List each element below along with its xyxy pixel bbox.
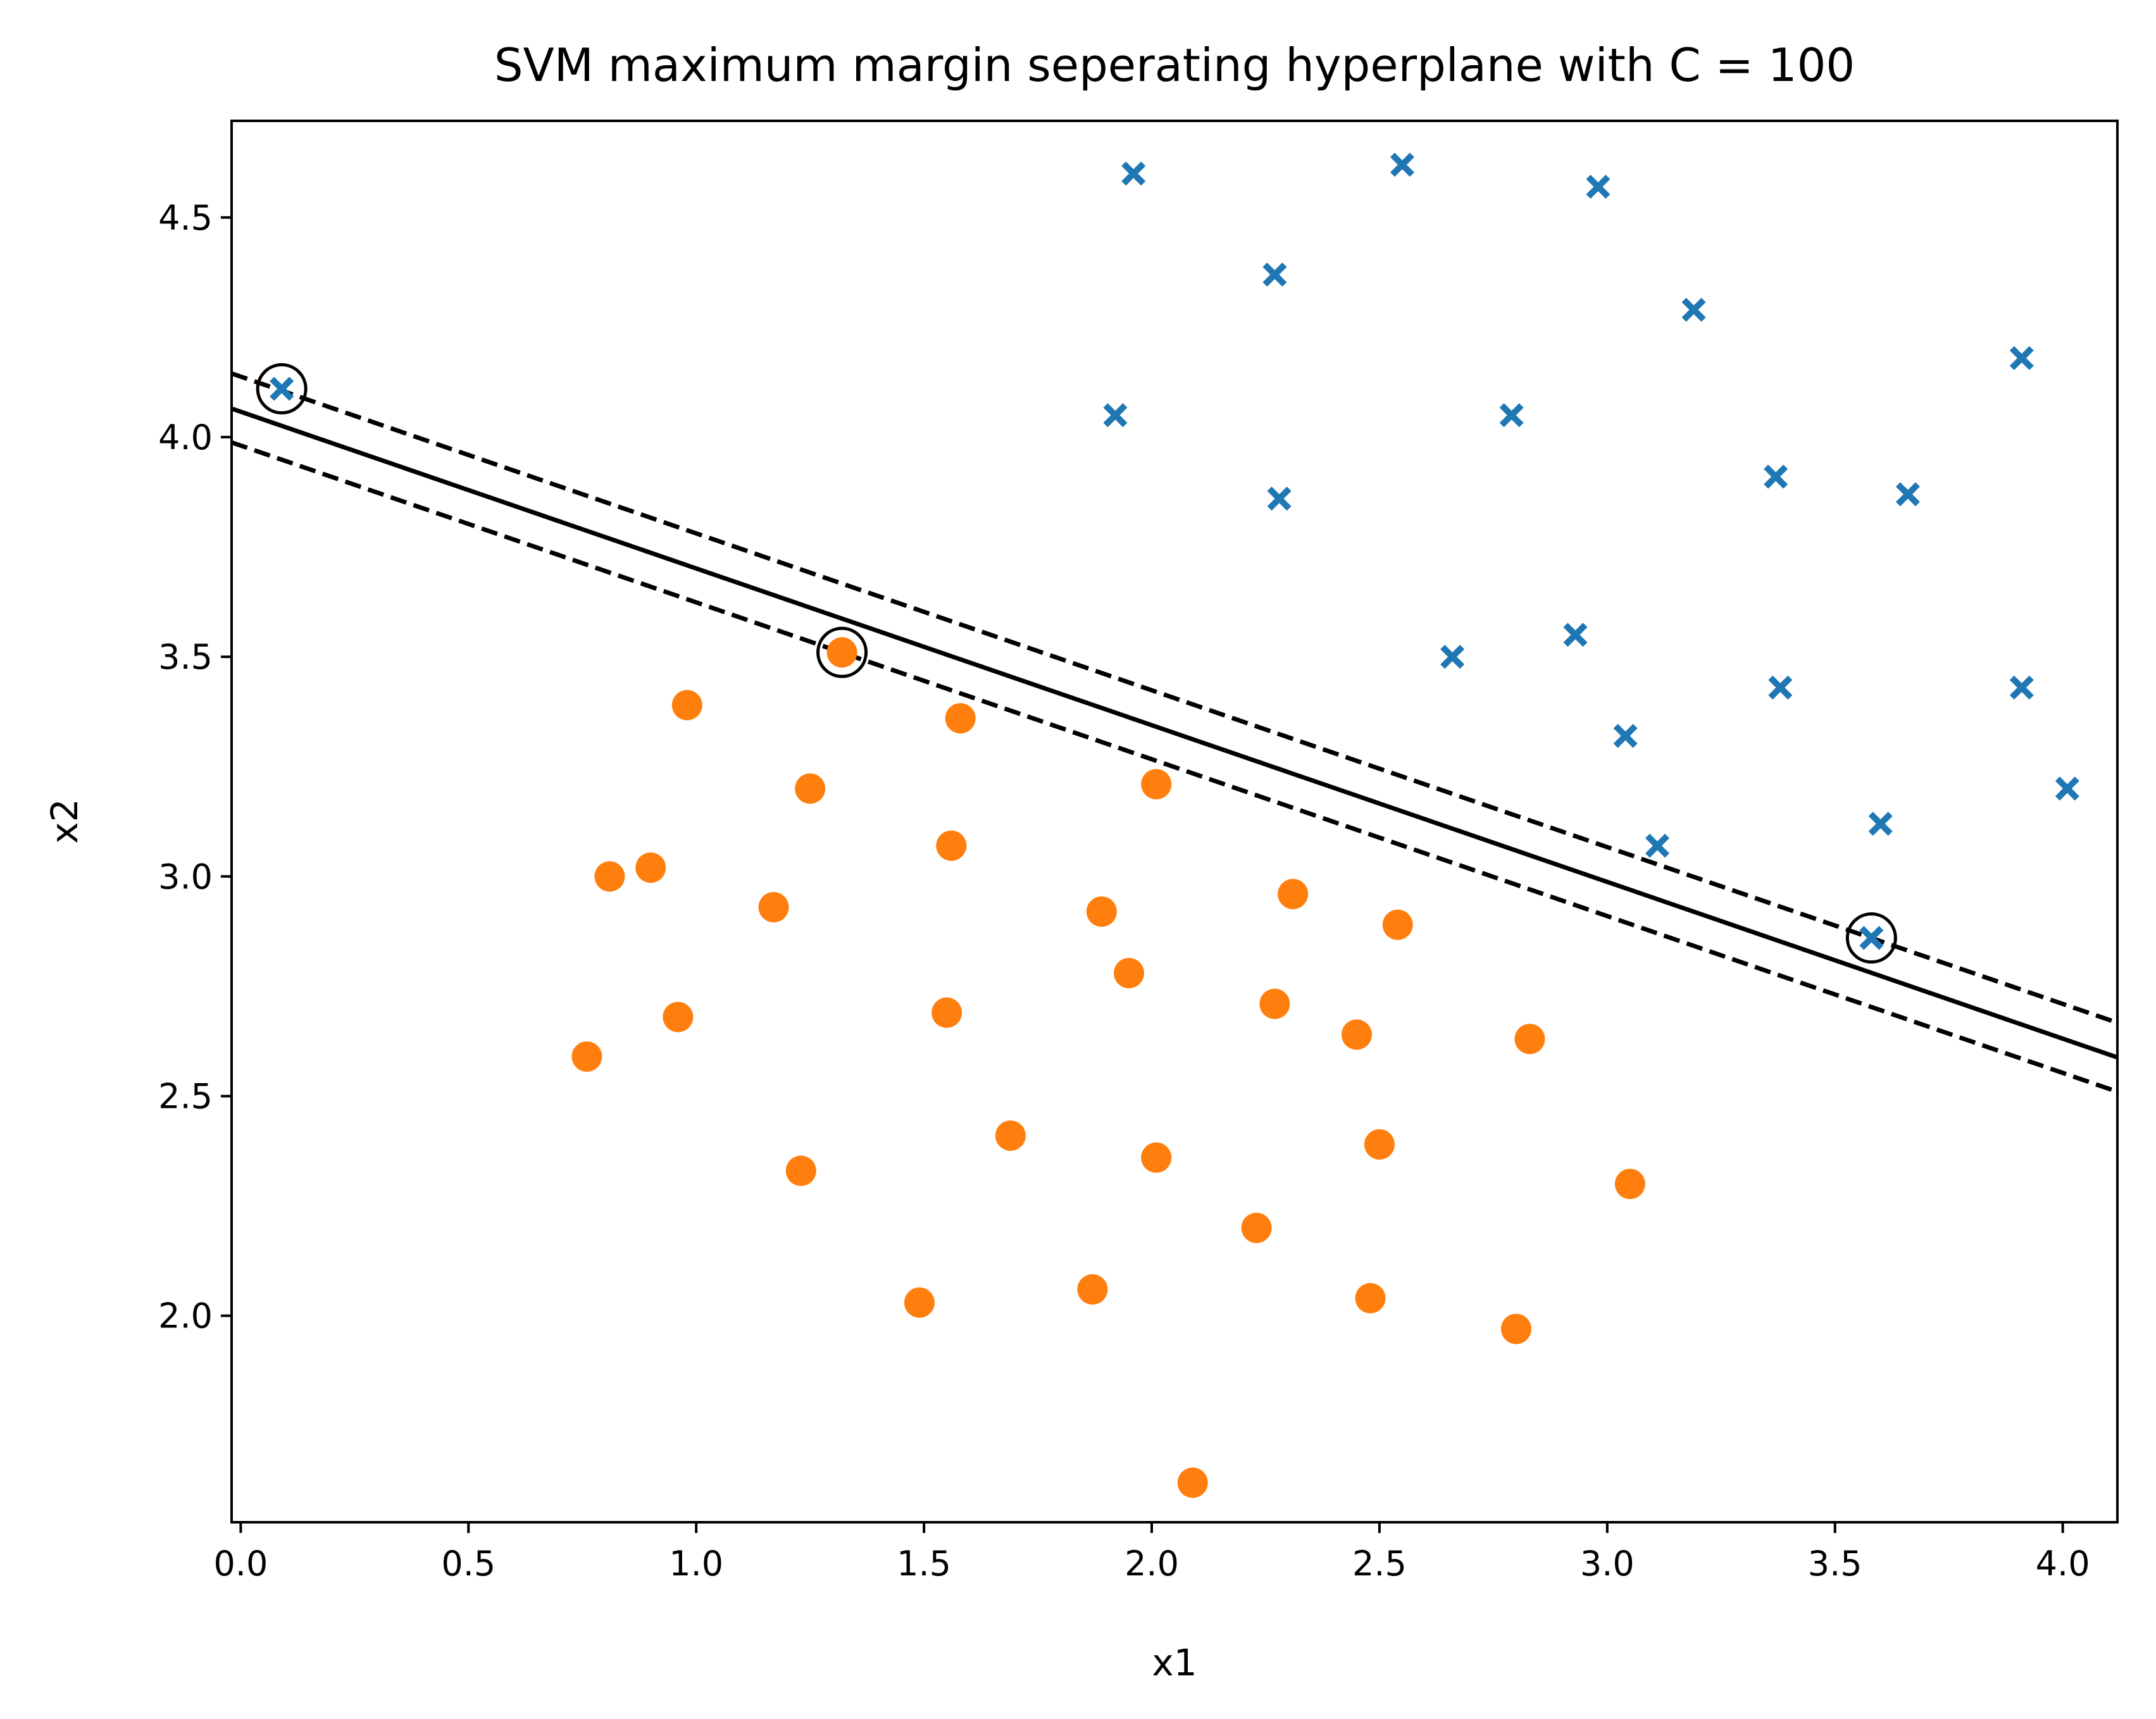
data-point-circle <box>1500 1313 1531 1344</box>
data-point-circle <box>758 891 789 922</box>
series-1 <box>571 637 1645 1498</box>
x-tick-label: 0.0 <box>213 1544 268 1584</box>
data-point-x <box>1262 263 1287 287</box>
data-point-x <box>2009 675 2034 700</box>
data-point-x <box>1613 724 1638 748</box>
data-point-circle <box>1141 1142 1172 1173</box>
data-point-circle <box>785 1155 816 1186</box>
data-point-x <box>1868 811 1893 836</box>
data-point-circle <box>663 1002 694 1033</box>
y-tick-label: 2.5 <box>158 1076 213 1116</box>
x-tick-label: 2.5 <box>1352 1544 1407 1584</box>
y-tick-label: 3.5 <box>158 637 213 677</box>
y-tick-label: 4.5 <box>158 198 213 238</box>
data-point-circle <box>826 637 857 668</box>
x-tick-label: 1.5 <box>897 1544 951 1584</box>
margin-line <box>232 371 2117 1025</box>
x-tick-label: 0.5 <box>441 1544 495 1584</box>
data-point-circle <box>995 1120 1026 1151</box>
data-point-x <box>2009 345 2034 370</box>
x-tick-label: 1.0 <box>669 1544 723 1584</box>
data-point-x <box>1267 487 1292 511</box>
data-point-circle <box>1259 988 1290 1019</box>
support-vector-ring <box>256 363 308 415</box>
support-vector-ring <box>816 626 868 678</box>
data-point-circle <box>1278 879 1309 910</box>
data-point-x <box>1681 297 1706 322</box>
data-point-circle <box>1341 1019 1372 1050</box>
x-axis-ticks: 0.0 0.5 1.0 1.5 2.0 2.5 3.0 3.5 4.0 <box>213 1522 2090 1584</box>
data-point-circle <box>1241 1212 1272 1243</box>
data-point-circle <box>1514 1024 1545 1055</box>
series-0 <box>270 152 2079 950</box>
data-point-circle <box>1086 896 1117 927</box>
data-point-circle <box>936 830 967 861</box>
y-axis-ticks: 2.0 2.5 3.0 3.5 4.0 4.5 <box>158 198 232 1336</box>
x-tick-label: 2.0 <box>1125 1544 1179 1584</box>
data-point-circle <box>795 773 826 804</box>
data-point-x <box>2055 776 2079 801</box>
data-point-x <box>1103 403 1128 428</box>
data-point-circle <box>1077 1274 1108 1305</box>
data-point-x <box>1121 161 1146 186</box>
data-point-circle <box>571 1041 602 1072</box>
x-tick-label: 3.0 <box>1580 1544 1635 1584</box>
plot-frame <box>230 120 2119 1524</box>
data-point-circle <box>945 703 976 734</box>
chart-title: SVM maximum margin seperating hyperplane… <box>494 39 1855 92</box>
data-point-circle <box>1382 909 1413 940</box>
data-point-x <box>1764 464 1788 489</box>
data-point-circle <box>594 861 625 892</box>
data-point-x <box>1895 482 1920 507</box>
data-point-x <box>1499 403 1524 428</box>
x-axis-label: x1 <box>1152 1641 1197 1684</box>
data-point-x <box>1586 175 1611 199</box>
data-point-x <box>1768 675 1793 700</box>
x-tick-label: 4.0 <box>2036 1544 2090 1584</box>
data-point-x <box>1440 645 1465 669</box>
data-point-circle <box>932 997 963 1028</box>
data-point-circle <box>635 852 666 883</box>
y-axis-label: x2 <box>43 798 86 843</box>
data-point-x <box>1859 926 1884 950</box>
data-point-x <box>1390 152 1414 177</box>
support-vector-ring <box>1845 912 1897 964</box>
data-point-circle <box>1177 1467 1208 1498</box>
data-point-circle <box>1364 1129 1395 1160</box>
margin-line <box>232 440 2117 1094</box>
data-point-circle <box>1141 769 1172 800</box>
data-point-x <box>1645 833 1669 858</box>
y-tick-label: 4.0 <box>158 418 213 457</box>
data-point-circle <box>1114 958 1145 989</box>
data-point-circle <box>671 690 702 721</box>
data-point-circle <box>904 1287 935 1318</box>
data-point-x <box>270 376 294 401</box>
y-tick-label: 2.0 <box>158 1296 213 1336</box>
data-point-circle <box>1355 1282 1386 1313</box>
decision-boundary-line <box>232 406 2117 1060</box>
y-tick-label: 3.0 <box>158 857 213 897</box>
x-tick-label: 3.5 <box>1808 1544 1862 1584</box>
plot-area <box>232 152 2117 1498</box>
data-point-circle <box>1614 1169 1645 1200</box>
data-point-x <box>1563 623 1588 647</box>
